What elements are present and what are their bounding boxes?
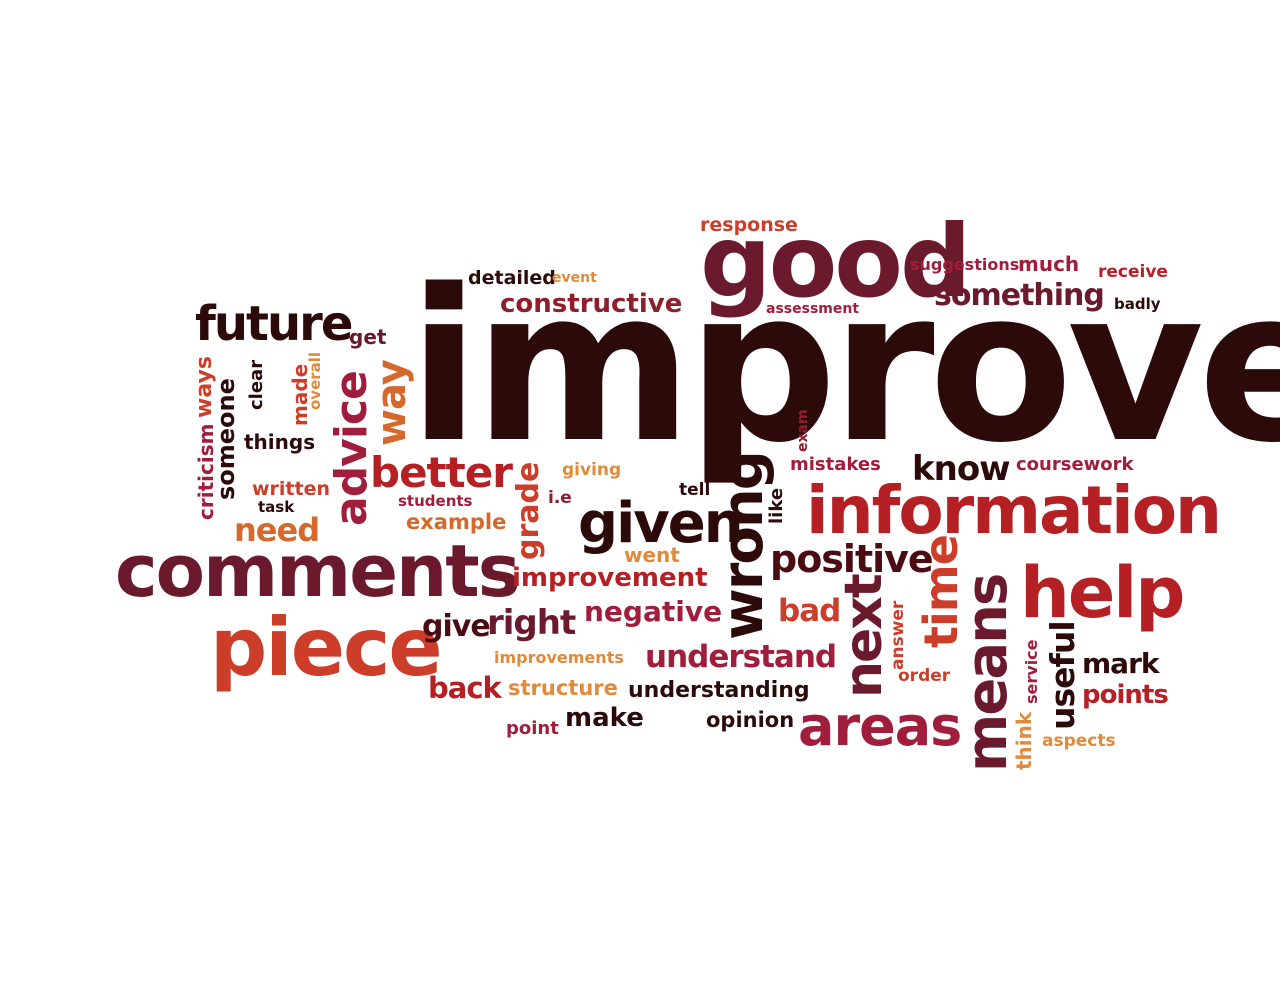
word-future: future	[195, 296, 353, 352]
word-right: right	[487, 603, 576, 643]
word-way: way	[369, 360, 415, 446]
word-next: next	[834, 575, 894, 698]
word-event: event	[552, 270, 597, 286]
word-service: service	[1022, 639, 1041, 704]
word-assessment: assessment	[766, 301, 860, 317]
word-receive: receive	[1098, 262, 1168, 282]
word-written: written	[252, 478, 331, 500]
word-give: give	[422, 609, 491, 644]
word-clear: clear	[246, 359, 267, 410]
word-task: task	[258, 498, 295, 516]
word-giving: giving	[562, 460, 622, 480]
word-piece: piece	[210, 601, 443, 694]
word-detailed: detailed	[468, 267, 556, 289]
word-suggestions: suggestions	[910, 255, 1020, 274]
word-improve: improve	[408, 244, 1280, 489]
word-understanding: understanding	[628, 678, 810, 703]
word-badly: badly	[1114, 295, 1161, 313]
word-structure: structure	[508, 676, 618, 700]
word-answer: answer	[888, 600, 908, 670]
word-something: something	[934, 278, 1105, 313]
word-useful: useful	[1043, 621, 1082, 730]
word-improvements: improvements	[494, 648, 624, 667]
word-went: went	[624, 543, 680, 567]
word-wrong: wrong	[711, 452, 776, 640]
word-order: order	[898, 666, 951, 686]
word-means: means	[955, 574, 1020, 772]
word-ie: i.e	[548, 488, 572, 508]
word-advice: advice	[326, 371, 377, 526]
word-exam: exam	[795, 409, 811, 452]
word-get: get	[349, 325, 387, 349]
word-negative: negative	[584, 595, 723, 628]
word-think: think	[1012, 711, 1036, 770]
word-things: things	[244, 430, 316, 454]
word-opinion: opinion	[706, 708, 795, 732]
word-better: better	[370, 448, 513, 497]
word-information: information	[806, 472, 1222, 549]
word-good: good	[700, 203, 972, 320]
word-point: point	[506, 718, 559, 739]
word-response: response	[700, 214, 798, 236]
word-back: back	[428, 671, 502, 705]
word-criticism: criticism	[194, 423, 218, 520]
word-understand: understand	[645, 639, 837, 675]
word-like: like	[766, 487, 787, 524]
word-bad: bad	[778, 593, 841, 629]
word-positive: positive	[770, 537, 934, 581]
word-example: example	[406, 510, 507, 534]
word-need: need	[234, 511, 320, 549]
word-mistakes: mistakes	[790, 454, 881, 475]
word-help: help	[1020, 552, 1185, 634]
word-comments: comments	[115, 529, 521, 613]
word-tell: tell	[679, 480, 711, 500]
word-overall: overall	[306, 351, 324, 410]
word-much: much	[1018, 252, 1080, 276]
word-grade: grade	[511, 461, 546, 560]
word-make: make	[565, 703, 644, 733]
word-coursework: coursework	[1016, 454, 1134, 475]
word-constructive: constructive	[500, 289, 683, 319]
word-know: know	[912, 449, 1011, 489]
word-points: points	[1082, 680, 1169, 710]
word-mark: mark	[1082, 647, 1159, 680]
word-aspects: aspects	[1042, 731, 1116, 751]
word-given: given	[578, 491, 744, 556]
word-students: students	[398, 492, 473, 510]
word-areas: areas	[798, 695, 962, 758]
word-improvement: improvement	[512, 563, 708, 593]
